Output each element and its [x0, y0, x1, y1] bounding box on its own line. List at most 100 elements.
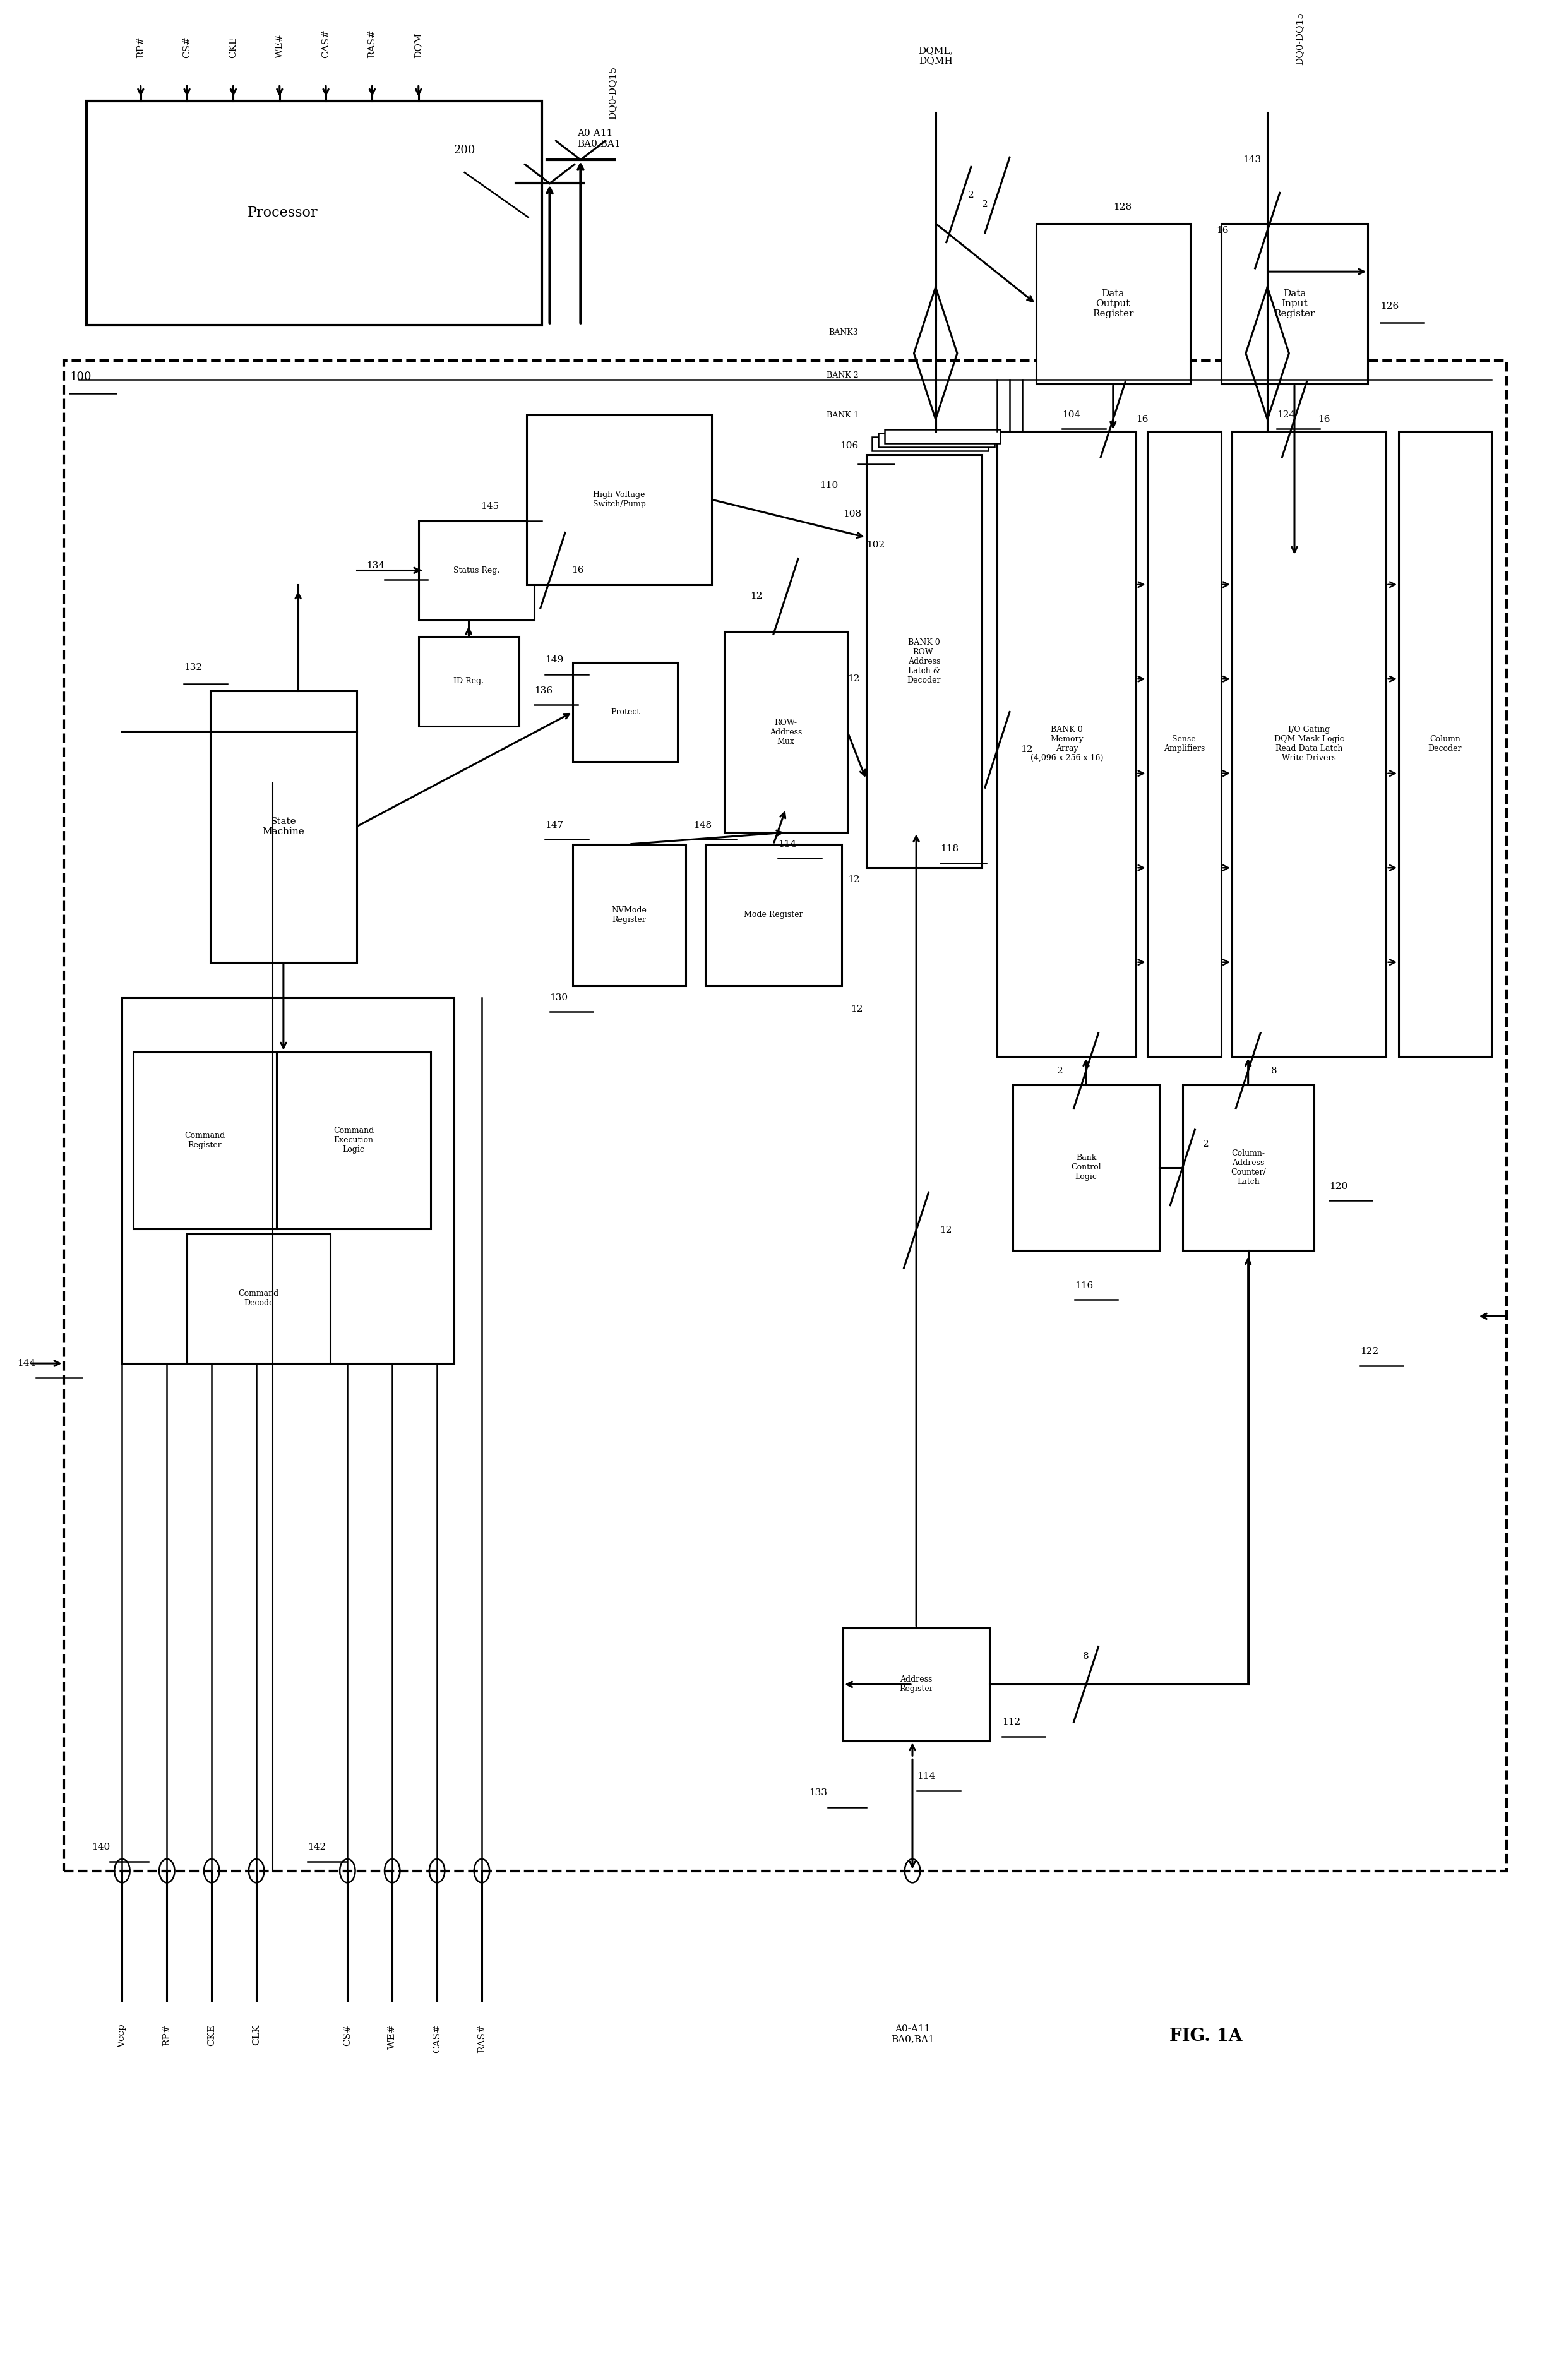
Text: 16: 16 [1135, 414, 1148, 424]
Bar [1013, 1085, 1159, 1249]
Text: NVMode
Register: NVMode Register [611, 907, 647, 923]
Bar [572, 845, 685, 985]
Text: ROW-
Address
Mux: ROW- Address Mux [769, 719, 801, 745]
Text: Processor: Processor [248, 207, 317, 219]
Text: 12: 12 [1021, 745, 1033, 754]
Text: 12: 12 [848, 876, 860, 883]
Text: 2: 2 [982, 200, 989, 209]
Bar [1182, 1085, 1313, 1249]
Text: FIG. 1A: FIG. 1A [1170, 2028, 1242, 2044]
Text: 136: 136 [534, 685, 552, 695]
Text: 16: 16 [571, 566, 583, 576]
Bar [724, 631, 848, 833]
Text: CLK: CLK [252, 2025, 261, 2044]
Text: BANK3: BANK3 [829, 328, 859, 336]
Text: 100: 100 [70, 371, 91, 383]
Text: 149: 149 [545, 654, 563, 664]
Text: Column
Decoder: Column Decoder [1428, 735, 1462, 752]
Text: Command
Decode: Command Decode [238, 1290, 278, 1307]
Bar [843, 1628, 990, 1742]
Text: BANK 0
Memory
Array
(4,096 x 256 x 16): BANK 0 Memory Array (4,096 x 256 x 16) [1030, 726, 1103, 762]
Text: 133: 133 [809, 1787, 828, 1797]
Text: 12: 12 [750, 593, 763, 600]
Text: 12: 12 [939, 1226, 951, 1235]
Bar [1231, 431, 1386, 1057]
Text: 16: 16 [1216, 226, 1228, 236]
Text: High Voltage
Switch/Pump: High Voltage Switch/Pump [593, 490, 645, 509]
Bar [873, 438, 989, 450]
Text: 104: 104 [1063, 409, 1081, 419]
Text: 144: 144 [17, 1359, 36, 1368]
Bar [277, 1052, 432, 1228]
Text: Command
Execution
Logic: Command Execution Logic [334, 1126, 374, 1154]
Text: 200: 200 [453, 145, 475, 155]
Bar [1036, 224, 1190, 383]
Text: RP#: RP# [162, 2025, 172, 2047]
Bar [122, 997, 453, 1364]
Text: 143: 143 [1242, 155, 1261, 164]
Text: DQ0-DQ15: DQ0-DQ15 [608, 67, 617, 119]
Text: CKE: CKE [229, 36, 238, 57]
Text: 124: 124 [1276, 409, 1295, 419]
Text: Command
Register: Command Register [184, 1130, 224, 1150]
Text: Data
Input
Register: Data Input Register [1273, 288, 1315, 319]
Text: A0-A11
BA0,BA1: A0-A11 BA0,BA1 [577, 129, 620, 148]
Text: 148: 148 [693, 821, 712, 831]
Text: 106: 106 [840, 440, 859, 450]
Text: BANK 2: BANK 2 [826, 371, 859, 378]
Text: ID Reg.: ID Reg. [453, 678, 484, 685]
Text: 8: 8 [1272, 1066, 1278, 1076]
Bar [133, 1052, 277, 1228]
Text: 12: 12 [848, 674, 860, 683]
Text: Vccp: Vccp [118, 2025, 127, 2049]
Bar [87, 100, 541, 326]
Text: 108: 108 [843, 509, 862, 519]
Text: Protect: Protect [611, 707, 640, 716]
Text: 120: 120 [1329, 1183, 1347, 1190]
Text: 8: 8 [1083, 1652, 1089, 1661]
Bar [885, 428, 1001, 443]
Text: 132: 132 [184, 662, 203, 671]
Text: 112: 112 [1002, 1718, 1021, 1725]
Text: 118: 118 [941, 845, 959, 854]
Bar [187, 1233, 331, 1364]
Text: WE#: WE# [275, 33, 285, 57]
Text: Address
Register: Address Register [899, 1676, 933, 1692]
Bar [572, 662, 678, 762]
Text: I/O Gating
DQM Mask Logic
Read Data Latch
Write Drivers: I/O Gating DQM Mask Logic Read Data Latc… [1275, 726, 1344, 762]
Text: CS#: CS# [183, 36, 192, 57]
Text: 147: 147 [545, 821, 563, 831]
Text: Sense
Amplifiers: Sense Amplifiers [1163, 735, 1205, 752]
Text: Column-
Address
Counter/
Latch: Column- Address Counter/ Latch [1230, 1150, 1265, 1185]
Text: 102: 102 [866, 540, 885, 550]
Text: DQM: DQM [415, 33, 422, 57]
Bar [419, 635, 518, 726]
Text: 16: 16 [1318, 414, 1330, 424]
Bar [866, 455, 982, 869]
Text: CS#: CS# [343, 2025, 351, 2047]
Text: BANK 0
ROW-
Address
Latch &
Decoder: BANK 0 ROW- Address Latch & Decoder [907, 638, 941, 685]
Text: A0-A11
BA0,BA1: A0-A11 BA0,BA1 [891, 2025, 934, 2044]
Text: 130: 130 [549, 992, 568, 1002]
Text: 12: 12 [851, 1004, 863, 1014]
Text: 110: 110 [820, 481, 838, 490]
Text: 2: 2 [968, 190, 975, 200]
Bar [879, 433, 995, 447]
Text: 2: 2 [1057, 1066, 1063, 1076]
Bar [1221, 224, 1368, 383]
Text: 134: 134 [367, 562, 385, 571]
Text: 142: 142 [308, 1842, 326, 1852]
Text: RAS#: RAS# [368, 29, 376, 57]
Text: 114: 114 [778, 840, 797, 850]
Text: WE#: WE# [388, 2025, 396, 2049]
Text: 128: 128 [1114, 202, 1131, 212]
Text: DQML,
DQMH: DQML, DQMH [917, 45, 953, 64]
Text: DQ0-DQ15: DQ0-DQ15 [1295, 12, 1304, 64]
Text: 114: 114 [917, 1773, 936, 1780]
Text: State
Machine: State Machine [263, 816, 305, 835]
Text: 116: 116 [1075, 1280, 1092, 1290]
Text: RAS#: RAS# [478, 2025, 486, 2054]
Text: Mode Register: Mode Register [744, 912, 803, 919]
Bar [1398, 431, 1491, 1057]
Text: Bank
Control
Logic: Bank Control Logic [1071, 1154, 1101, 1180]
